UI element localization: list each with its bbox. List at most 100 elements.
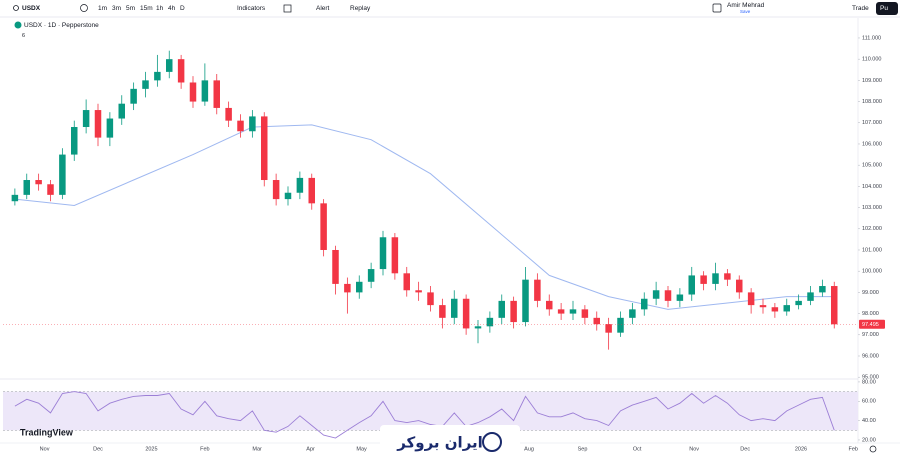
indicators[interactable]: Indicators — [237, 5, 266, 12]
candle-body — [35, 180, 42, 185]
candle-body — [831, 286, 838, 325]
time-label: Mar — [252, 446, 262, 452]
time-label: Feb — [200, 446, 209, 452]
candle-body — [605, 324, 612, 333]
candle-body — [664, 290, 672, 301]
candle-body — [486, 317, 494, 327]
candle-body — [320, 203, 327, 250]
price-label: 108.000 — [862, 99, 882, 105]
rsi-label: 20.00 — [862, 437, 876, 443]
candle-body — [225, 107, 232, 121]
candle-body — [130, 88, 137, 104]
toolbar — [0, 0, 900, 17]
candle-body — [819, 286, 826, 293]
candle-body — [652, 290, 660, 299]
candle-body — [272, 180, 280, 200]
interval[interactable]: 1m — [98, 5, 107, 12]
price-label: 98.000 — [862, 311, 879, 317]
time-label: Feb — [849, 446, 858, 452]
time-label: Dec — [740, 446, 750, 452]
price-label: 109.000 — [862, 78, 882, 84]
search-icon[interactable] — [13, 5, 19, 11]
candle-body — [439, 305, 446, 318]
candle-body — [249, 116, 256, 132]
rsi-label: 40.00 — [862, 418, 876, 424]
price-label: 99.000 — [862, 290, 879, 296]
interval[interactable]: 1h — [156, 5, 164, 12]
candle-body — [676, 294, 684, 301]
settings-icon[interactable] — [869, 445, 877, 453]
candle-body — [356, 281, 363, 293]
price-label: 97.000 — [862, 332, 879, 338]
broker-logo: ایران بروکر — [396, 434, 483, 452]
candle-body — [736, 279, 743, 293]
publish[interactable]: Pu — [880, 5, 888, 12]
indicator-count[interactable]: 6 — [22, 33, 25, 39]
candle-body — [522, 279, 529, 323]
candle-body — [284, 192, 292, 200]
candle-body — [142, 80, 149, 89]
candle-body — [783, 305, 790, 312]
candle-body — [771, 307, 779, 312]
broker-icon — [482, 432, 502, 452]
candle-body — [510, 300, 517, 323]
candle-body — [641, 298, 648, 310]
save[interactable]: Save — [740, 9, 751, 14]
price-label: 106.000 — [862, 141, 882, 147]
candle-body — [59, 154, 66, 195]
time-label: 2025 — [145, 446, 157, 452]
rsi-line — [14, 391, 835, 439]
alert[interactable]: Alert — [316, 5, 330, 12]
publish-button[interactable] — [876, 2, 898, 15]
interval[interactable]: 3m — [112, 5, 121, 12]
trade[interactable]: Trade — [852, 5, 869, 12]
candle-body — [498, 300, 505, 318]
candle-body — [296, 177, 304, 193]
layout-icon[interactable] — [283, 4, 292, 13]
candle-body — [71, 127, 78, 155]
symbol[interactable]: USDX — [22, 5, 41, 12]
candle-body — [569, 309, 577, 314]
candle-body — [237, 120, 244, 132]
candle-body — [94, 110, 102, 138]
interval[interactable]: 4h — [168, 5, 176, 12]
rsi-label: 80.00 — [862, 379, 876, 385]
candle-body — [546, 300, 553, 310]
replay[interactable]: Replay — [350, 5, 371, 12]
price-label: 100.000 — [862, 269, 882, 275]
price-label: 111.000 — [862, 35, 881, 41]
candle-body — [166, 59, 173, 72]
add-symbol[interactable] — [80, 4, 88, 12]
price-label: 103.000 — [862, 205, 882, 211]
candle-body — [118, 103, 125, 119]
candle-body — [308, 177, 315, 204]
candle-body — [415, 290, 422, 293]
candle-body — [177, 59, 185, 83]
candle-body — [700, 275, 707, 284]
candle-body — [23, 180, 30, 195]
user-name[interactable]: Amir Mehrad — [727, 2, 765, 9]
candle-body — [261, 116, 268, 181]
candle-body — [534, 279, 541, 301]
moving-average — [14, 124, 835, 310]
price-label: 104.000 — [862, 184, 882, 190]
price-label: 105.000 — [862, 163, 882, 169]
candle-body — [82, 110, 90, 128]
candle-body — [391, 237, 399, 274]
candle-body — [379, 237, 387, 270]
price-label: 110.000 — [862, 57, 881, 63]
layout-box[interactable] — [712, 3, 722, 13]
interval[interactable]: 5m — [126, 5, 135, 12]
interval[interactable]: 15m — [140, 5, 153, 12]
candle-body — [807, 292, 814, 301]
candle-body — [344, 283, 351, 293]
candle-body — [403, 273, 410, 291]
interval[interactable]: D — [180, 5, 185, 12]
price-label: 101.000 — [862, 247, 882, 253]
rsi-label: 60.00 — [862, 399, 876, 405]
price-label: 107.000 — [862, 120, 882, 126]
last-price-label: 97.495 — [862, 322, 879, 328]
candle-body — [213, 80, 220, 108]
